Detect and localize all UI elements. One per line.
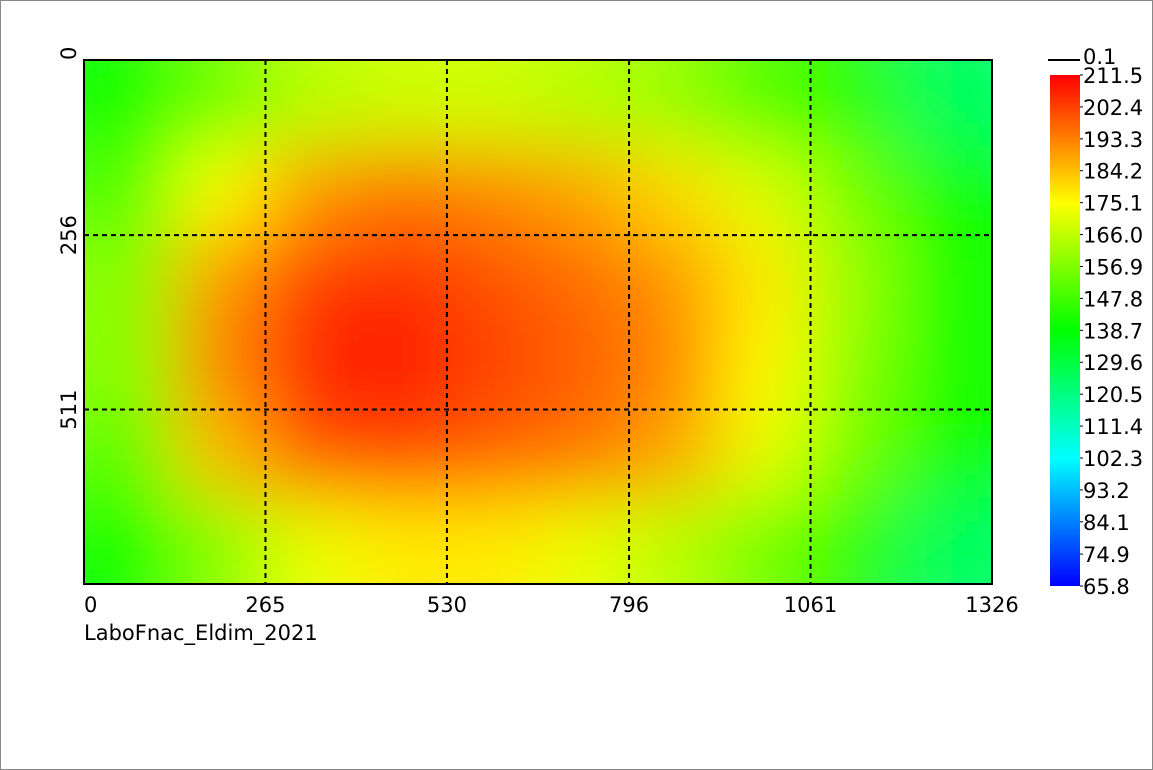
heat-cell <box>356 60 449 149</box>
heat-cell <box>356 496 449 584</box>
heat-cell <box>810 409 903 498</box>
heat-cell <box>538 60 630 149</box>
colorbar-tick-label: 193.3 <box>1083 128 1143 152</box>
colorbar-tick-label: 156.9 <box>1083 255 1143 279</box>
heat-cell <box>719 409 812 498</box>
heat-cell <box>810 60 903 149</box>
x-tick-label: 1061 <box>784 593 837 617</box>
x-tick-label: 1326 <box>965 593 1018 617</box>
heat-cell <box>719 234 812 323</box>
y-tick-label: 0 <box>57 47 81 60</box>
colorbar-tick-label: 120.5 <box>1083 383 1143 407</box>
heat-cell <box>447 322 539 411</box>
heat-cell <box>174 409 267 498</box>
heat-cell <box>265 496 358 584</box>
heat-cell <box>265 234 358 323</box>
heat-cell <box>356 322 449 411</box>
heat-cell <box>447 234 539 323</box>
y-tick-label: 511 <box>57 390 81 430</box>
colorbar-tick-label: 102.3 <box>1083 447 1143 471</box>
heat-cell <box>628 234 721 323</box>
heat-cell <box>901 409 992 498</box>
heat-cell <box>628 409 721 498</box>
colorbar <box>1050 75 1080 586</box>
heat-cell <box>447 496 539 584</box>
x-tick-label: 265 <box>245 593 285 617</box>
heat-cell <box>174 147 267 236</box>
colorbar-tick-label: 175.1 <box>1083 192 1143 216</box>
colorbar-tick-label: 211.5 <box>1083 64 1143 88</box>
colorbar-tick-label: 93.2 <box>1083 479 1130 503</box>
heat-cell <box>719 322 812 411</box>
heat-cell <box>265 409 358 498</box>
heat-cell <box>901 496 992 584</box>
y-tick-label: 256 <box>57 215 81 255</box>
colorbar-tick-label: 111.4 <box>1083 415 1143 439</box>
x-tick-label: 0 <box>84 593 97 617</box>
heat-cell <box>356 409 449 498</box>
heat-cell <box>628 60 721 149</box>
colorbar-tick-label: 129.6 <box>1083 351 1143 375</box>
heat-cell <box>901 234 992 323</box>
heat-cell <box>719 147 812 236</box>
heat-cell <box>628 147 721 236</box>
x-tick-label: 530 <box>427 593 467 617</box>
heat-cell <box>356 234 449 323</box>
overlay: 0 265 530 796 1061 1326 0 256 511 211.5 202.4 193.3… <box>57 45 1143 617</box>
heat-cell <box>628 322 721 411</box>
heat-cell <box>447 60 539 149</box>
heat-cell <box>265 322 358 411</box>
heat-cell <box>84 147 176 236</box>
heat-cell <box>901 60 992 149</box>
caption: LaboFnac_Eldim_2021 <box>84 621 318 646</box>
heat-cell <box>84 409 176 498</box>
heat-cell <box>810 147 903 236</box>
colorbar-tick-label: 84.1 <box>1083 511 1130 535</box>
heat-cell <box>447 409 539 498</box>
heat-cell <box>265 60 358 149</box>
heat-cell <box>538 496 630 584</box>
colorbar-tick-label: 138.7 <box>1083 319 1143 343</box>
heat-cell <box>174 234 267 323</box>
heat-cell <box>538 234 630 323</box>
heat-cell <box>901 147 992 236</box>
heat-cell <box>84 496 176 584</box>
colorbar-tick-label: 202.4 <box>1083 96 1143 120</box>
heat-cell <box>174 496 267 584</box>
heat-cell <box>628 496 721 584</box>
heat-cell <box>174 60 267 149</box>
heat-cell <box>538 322 630 411</box>
colorbar-tick-label: 147.8 <box>1083 287 1143 311</box>
heat-cell <box>84 322 176 411</box>
heat-cell <box>719 60 812 149</box>
heat-cell <box>84 234 176 323</box>
colorbar-tick-label: 184.2 <box>1083 160 1143 184</box>
colorbar-tick-label: 166.0 <box>1083 224 1143 248</box>
heat-cell <box>84 60 176 149</box>
heatmap <box>84 60 992 584</box>
legend-line-label: 0.1 <box>1083 45 1116 69</box>
colorbar-tick-label: 74.9 <box>1083 543 1130 567</box>
heat-cell <box>810 322 903 411</box>
heat-cell <box>174 322 267 411</box>
heat-cell <box>901 322 992 411</box>
heat-cell <box>447 147 539 236</box>
x-tick-label: 796 <box>609 593 649 617</box>
heat-cell <box>538 147 630 236</box>
heat-cell <box>719 496 812 584</box>
colorbar-tick-label: 65.8 <box>1083 575 1130 599</box>
heat-cell <box>810 234 903 323</box>
heatmap-cells <box>84 60 992 584</box>
heat-cell <box>538 409 630 498</box>
heat-cell <box>265 147 358 236</box>
plot-frame <box>83 59 993 585</box>
heat-cell <box>356 147 449 236</box>
heat-cell <box>810 496 903 584</box>
